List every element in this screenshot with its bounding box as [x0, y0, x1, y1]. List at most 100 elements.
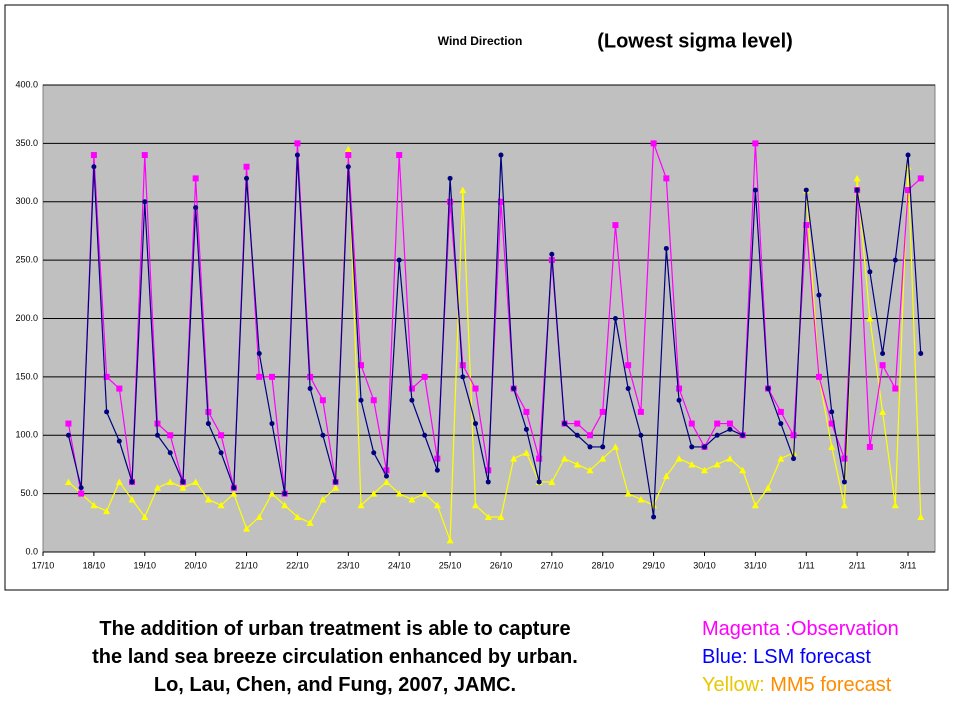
- marker: [536, 479, 542, 485]
- marker: [701, 444, 707, 450]
- legend-entry: Blue: LSM forecast: [702, 646, 871, 669]
- chart: Wind Direction (Lowest sigma level) 0.0 5…: [4, 4, 949, 591]
- marker: [816, 292, 822, 298]
- marker: [307, 386, 313, 392]
- marker: [917, 513, 925, 520]
- y-tick-label: 0.0: [25, 546, 38, 556]
- marker: [205, 421, 211, 427]
- y-tick-label: 250.0: [15, 255, 38, 265]
- marker: [460, 374, 466, 380]
- chart-title: Wind Direction: [438, 34, 523, 48]
- x-tick-label: 25/10: [439, 560, 462, 570]
- marker: [905, 152, 911, 158]
- marker: [115, 478, 123, 485]
- marker: [688, 420, 695, 427]
- marker: [65, 432, 71, 438]
- marker: [218, 450, 224, 456]
- x-tick-label: 21/10: [235, 560, 258, 570]
- marker: [320, 432, 326, 438]
- marker: [205, 408, 212, 415]
- y-tick-label: 50.0: [20, 488, 38, 498]
- marker: [510, 455, 518, 462]
- marker: [459, 186, 467, 194]
- marker: [777, 455, 785, 462]
- marker: [815, 373, 822, 380]
- series-line: [67, 154, 922, 518]
- marker: [370, 490, 378, 497]
- x-tick-label: 22/10: [286, 560, 309, 570]
- marker: [612, 222, 619, 229]
- marker: [142, 199, 148, 205]
- marker: [484, 513, 492, 520]
- marker: [179, 484, 187, 491]
- legend-prefix: Magenta :: [702, 618, 791, 640]
- marker: [498, 152, 504, 158]
- marker: [256, 373, 263, 380]
- marker: [64, 478, 72, 485]
- marker: [396, 257, 402, 263]
- marker: [192, 175, 199, 182]
- x-tick-label: 23/10: [337, 560, 360, 570]
- marker: [778, 421, 784, 427]
- marker: [892, 385, 899, 392]
- x-tick-label: 28/10: [591, 560, 614, 570]
- marker: [841, 455, 848, 462]
- y-tick-label: 400.0: [15, 79, 38, 89]
- marker: [637, 495, 645, 503]
- marker: [841, 479, 847, 485]
- y-tick-label: 350.0: [15, 138, 38, 148]
- marker: [727, 426, 733, 432]
- marker: [688, 460, 696, 468]
- marker: [244, 175, 250, 181]
- marker: [854, 187, 860, 193]
- caption-line: The addition of urban treatment is able …: [99, 618, 571, 640]
- x-tick-label: 1/11: [798, 560, 815, 570]
- marker: [473, 421, 479, 427]
- marker: [408, 385, 415, 392]
- y-tick-label: 300.0: [15, 196, 38, 206]
- marker: [625, 362, 632, 369]
- marker: [840, 501, 848, 509]
- marker: [358, 362, 365, 369]
- marker: [562, 421, 568, 427]
- marker: [408, 495, 416, 503]
- marker: [294, 152, 300, 158]
- marker: [485, 479, 491, 485]
- x-tick-label: 18/10: [83, 560, 106, 570]
- marker: [78, 490, 85, 497]
- x-tick-label: 31/10: [744, 560, 767, 570]
- marker: [879, 362, 886, 369]
- marker: [357, 501, 365, 509]
- marker: [739, 466, 747, 474]
- x-tick-label: 19/10: [134, 560, 157, 570]
- marker: [905, 187, 912, 194]
- marker: [282, 491, 288, 497]
- legend-label: MM5 forecast: [770, 674, 892, 696]
- marker: [269, 421, 275, 427]
- marker: [751, 501, 759, 509]
- marker: [726, 455, 734, 462]
- marker: [409, 397, 415, 403]
- marker: [344, 145, 352, 153]
- marker: [791, 456, 797, 462]
- marker: [307, 373, 314, 380]
- legend-label: Observation: [790, 618, 899, 640]
- x-tick-label: 29/10: [642, 560, 665, 570]
- marker: [866, 315, 874, 322]
- y-tick-label: 150.0: [15, 371, 38, 381]
- marker: [651, 514, 657, 520]
- marker: [917, 175, 924, 182]
- marker: [522, 449, 530, 456]
- x-tick-label: 20/10: [184, 560, 207, 570]
- marker: [319, 397, 326, 404]
- legend-entry: Magenta :Observation: [702, 618, 899, 641]
- marker: [523, 408, 530, 415]
- marker: [166, 478, 174, 485]
- marker: [561, 455, 569, 462]
- marker: [853, 174, 861, 182]
- marker: [764, 484, 772, 491]
- marker: [421, 373, 428, 380]
- marker: [573, 460, 581, 468]
- marker: [523, 426, 529, 432]
- marker: [167, 450, 173, 456]
